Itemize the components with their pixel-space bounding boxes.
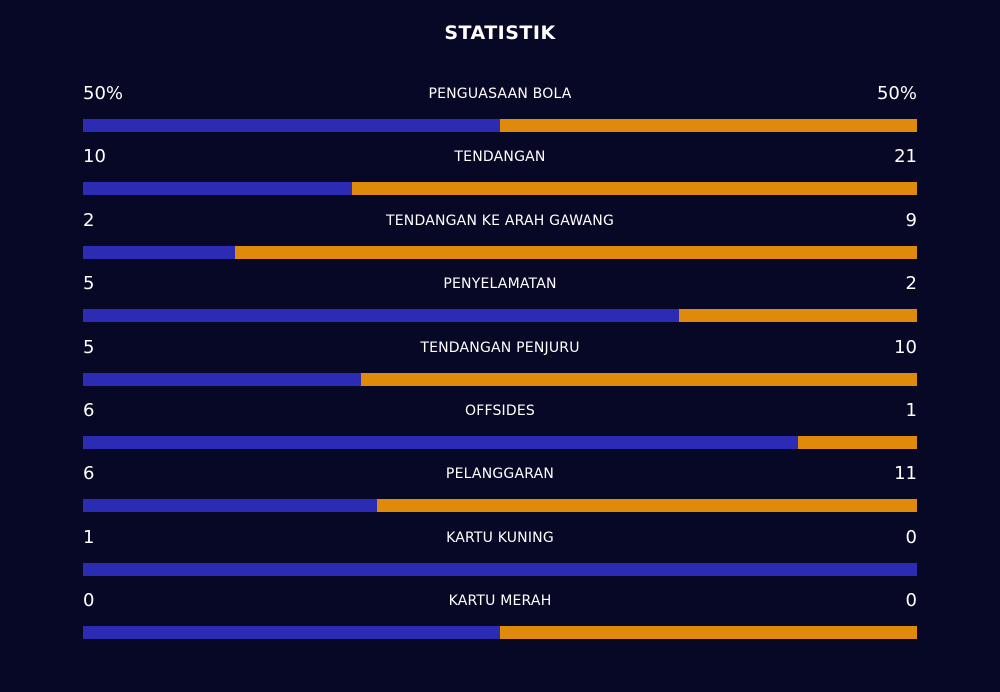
away-bar-fill — [234, 245, 917, 259]
home-value: 5 — [83, 336, 95, 358]
stat-row-yellow-cards: 1 KARTU KUNING 0 — [83, 525, 917, 588]
stat-row-shots: 10 TENDANGAN 21 — [83, 144, 917, 207]
stat-label: KARTU KUNING — [446, 529, 554, 546]
stat-bar — [83, 245, 917, 259]
stat-head: 6 PELANGGARAN 11 — [83, 461, 917, 499]
stat-bar — [83, 309, 917, 323]
stat-label: TENDANGAN KE ARAH GAWANG — [385, 212, 614, 229]
away-bar-fill — [377, 499, 917, 513]
page-title: STATISTIK — [444, 22, 556, 44]
home-value: 6 — [83, 463, 95, 485]
home-bar-fill — [83, 499, 378, 513]
stat-label: TENDANGAN — [454, 149, 546, 166]
home-value: 50% — [83, 83, 124, 104]
stat-row-fouls: 6 PELANGGARAN 11 — [83, 461, 917, 524]
stat-head: 2 TENDANGAN KE ARAH GAWANG 9 — [83, 208, 917, 246]
stat-head: 10 TENDANGAN 21 — [83, 144, 917, 182]
stat-head: 5 PENYELAMATAN 2 — [83, 271, 917, 309]
home-value: 5 — [83, 273, 95, 295]
home-bar-fill — [83, 309, 679, 323]
stat-row-red-cards: 0 KARTU MERAH 0 — [83, 588, 917, 651]
stats-list: 50% PENGUASAAN BOLA 50% 10 TENDANGAN 21 … — [83, 81, 917, 652]
home-bar-fill — [83, 245, 235, 259]
stat-head: 5 TENDANGAN PENJURU 10 — [83, 335, 917, 373]
home-value: 6 — [83, 399, 95, 421]
away-value: 2 — [905, 273, 917, 295]
home-value: 0 — [83, 590, 95, 612]
away-value: 11 — [894, 463, 917, 485]
stat-head: 0 KARTU MERAH 0 — [83, 588, 917, 626]
stat-label: KARTU MERAH — [448, 593, 552, 610]
away-value: 9 — [905, 209, 917, 231]
stat-row-offsides: 6 OFFSIDES 1 — [83, 398, 917, 461]
away-value: 21 — [894, 146, 917, 168]
away-value: 50% — [876, 83, 917, 104]
away-bar-fill — [352, 182, 917, 196]
stat-row-possession: 50% PENGUASAAN BOLA 50% — [83, 81, 917, 144]
stat-row-shots-on-target: 2 TENDANGAN KE ARAH GAWANG 9 — [83, 208, 917, 271]
away-value: 1 — [905, 399, 917, 421]
home-value: 2 — [83, 209, 95, 231]
stat-bar — [83, 119, 917, 132]
stat-row-corners: 5 TENDANGAN PENJURU 10 — [83, 335, 917, 398]
stat-head: 50% PENGUASAAN BOLA 50% — [83, 81, 917, 119]
away-bar-fill — [678, 309, 917, 323]
home-bar-fill — [83, 119, 500, 132]
stat-label: TENDANGAN PENJURU — [420, 339, 580, 356]
stat-label: PELANGGARAN — [445, 466, 555, 483]
away-bar-fill — [500, 626, 917, 640]
away-value: 0 — [905, 526, 917, 548]
stat-head: 6 OFFSIDES 1 — [83, 398, 917, 436]
away-bar-fill — [500, 119, 917, 132]
stat-label: PENYELAMATAN — [443, 276, 557, 293]
stat-head: 1 KARTU KUNING 0 — [83, 525, 917, 563]
home-bar-fill — [83, 435, 798, 449]
home-bar-fill — [83, 182, 353, 196]
stat-label: OFFSIDES — [464, 402, 535, 419]
home-value: 1 — [83, 526, 95, 548]
home-value: 10 — [83, 146, 106, 168]
away-value: 0 — [905, 590, 917, 612]
stat-bar — [83, 626, 917, 640]
away-bar-fill — [797, 435, 917, 449]
stat-bar — [83, 372, 917, 386]
away-value: 10 — [894, 336, 917, 358]
stat-row-saves: 5 PENYELAMATAN 2 — [83, 271, 917, 334]
home-bar-fill — [83, 562, 917, 576]
away-bar-fill — [360, 372, 917, 386]
home-bar-fill — [83, 626, 500, 640]
stat-label: PENGUASAAN BOLA — [428, 86, 572, 102]
stat-bar — [83, 435, 917, 449]
home-bar-fill — [83, 372, 361, 386]
stat-bar — [83, 562, 917, 576]
stat-bar — [83, 182, 917, 196]
stat-bar — [83, 499, 917, 513]
